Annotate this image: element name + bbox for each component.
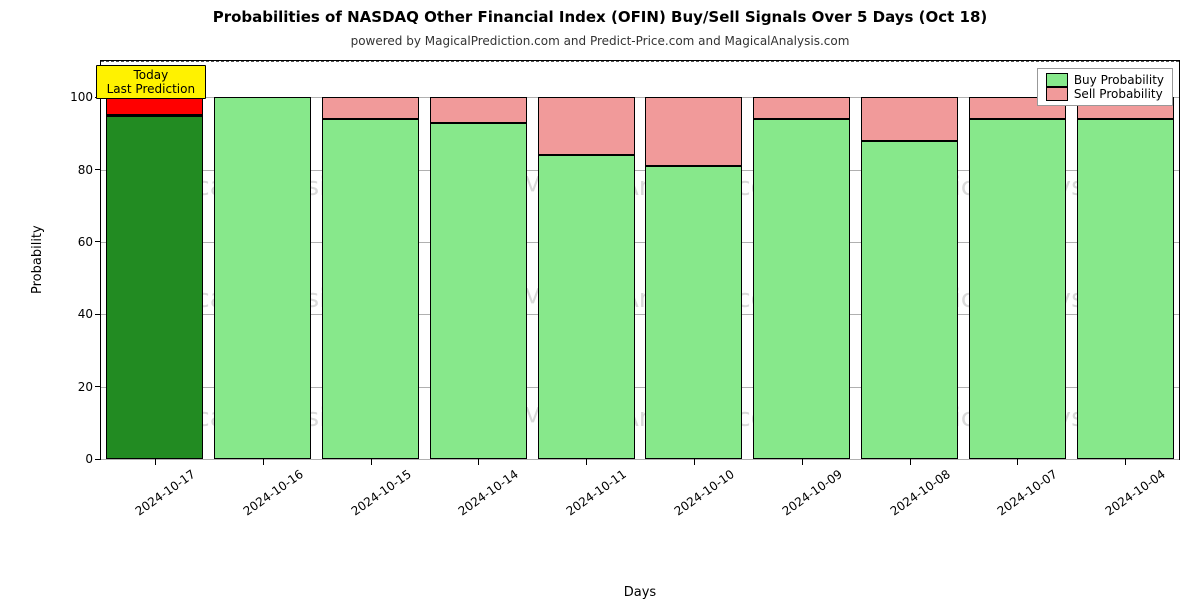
buy-bar — [645, 166, 742, 459]
y-tick-label: 0 — [45, 452, 93, 466]
legend-item: Sell Probability — [1046, 87, 1164, 101]
x-tick-label: 2024-10-11 — [564, 467, 629, 518]
x-tick-label: 2024-10-16 — [240, 467, 305, 518]
legend-item: Buy Probability — [1046, 73, 1164, 87]
buy-bar — [106, 115, 203, 459]
bar-group — [538, 61, 635, 459]
y-tick-label: 40 — [45, 307, 93, 321]
bar-group — [645, 61, 742, 459]
callout-line2: Last Prediction — [107, 82, 195, 96]
sell-bar — [538, 97, 635, 155]
x-tick-label: 2024-10-10 — [672, 467, 737, 518]
legend-swatch — [1046, 87, 1068, 101]
today-callout: TodayLast Prediction — [96, 65, 206, 100]
x-tick-label: 2024-10-17 — [133, 467, 198, 518]
x-tick-label: 2024-10-14 — [456, 467, 521, 518]
bar-group — [322, 61, 419, 459]
y-tick-label: 100 — [45, 90, 93, 104]
bar-group — [861, 61, 958, 459]
bar-group — [1077, 61, 1174, 459]
buy-bar — [538, 155, 635, 459]
callout-line1: Today — [107, 68, 195, 82]
legend-swatch — [1046, 73, 1068, 87]
plot-area: MagicalAnalysis.comMagicalAnalysis.comMa… — [100, 60, 1180, 460]
buy-bar — [753, 119, 850, 459]
y-axis-label: Probability — [30, 60, 45, 460]
bar-group — [106, 61, 203, 459]
bar-group — [214, 61, 311, 459]
sell-bar — [645, 97, 742, 166]
legend-label: Buy Probability — [1074, 73, 1164, 87]
chart-title: Probabilities of NASDAQ Other Financial … — [0, 8, 1200, 26]
y-tick-label: 20 — [45, 380, 93, 394]
sell-bar — [430, 97, 527, 122]
legend: Buy ProbabilitySell Probability — [1037, 68, 1173, 106]
buy-bar — [861, 141, 958, 459]
x-tick-label: 2024-10-04 — [1103, 467, 1168, 518]
sell-bar — [753, 97, 850, 119]
buy-bar — [430, 123, 527, 460]
buy-bar — [322, 119, 419, 459]
chart-container: Probabilities of NASDAQ Other Financial … — [0, 0, 1200, 600]
buy-bar — [214, 97, 311, 459]
buy-bar — [969, 119, 1066, 459]
sell-bar — [106, 97, 203, 115]
legend-label: Sell Probability — [1074, 87, 1163, 101]
sell-bar — [861, 97, 958, 140]
x-tick-label: 2024-10-09 — [779, 467, 844, 518]
x-axis-label: Days — [100, 585, 1180, 600]
buy-bar — [1077, 119, 1174, 459]
sell-bar — [322, 97, 419, 119]
x-tick-label: 2024-10-08 — [887, 467, 952, 518]
bar-group — [430, 61, 527, 459]
y-tick-label: 60 — [45, 235, 93, 249]
y-tick-label: 80 — [45, 163, 93, 177]
x-tick-label: 2024-10-15 — [348, 467, 413, 518]
chart-subtitle: powered by MagicalPrediction.com and Pre… — [0, 34, 1200, 48]
bar-group — [969, 61, 1066, 459]
x-tick-label: 2024-10-07 — [995, 467, 1060, 518]
bar-group — [753, 61, 850, 459]
